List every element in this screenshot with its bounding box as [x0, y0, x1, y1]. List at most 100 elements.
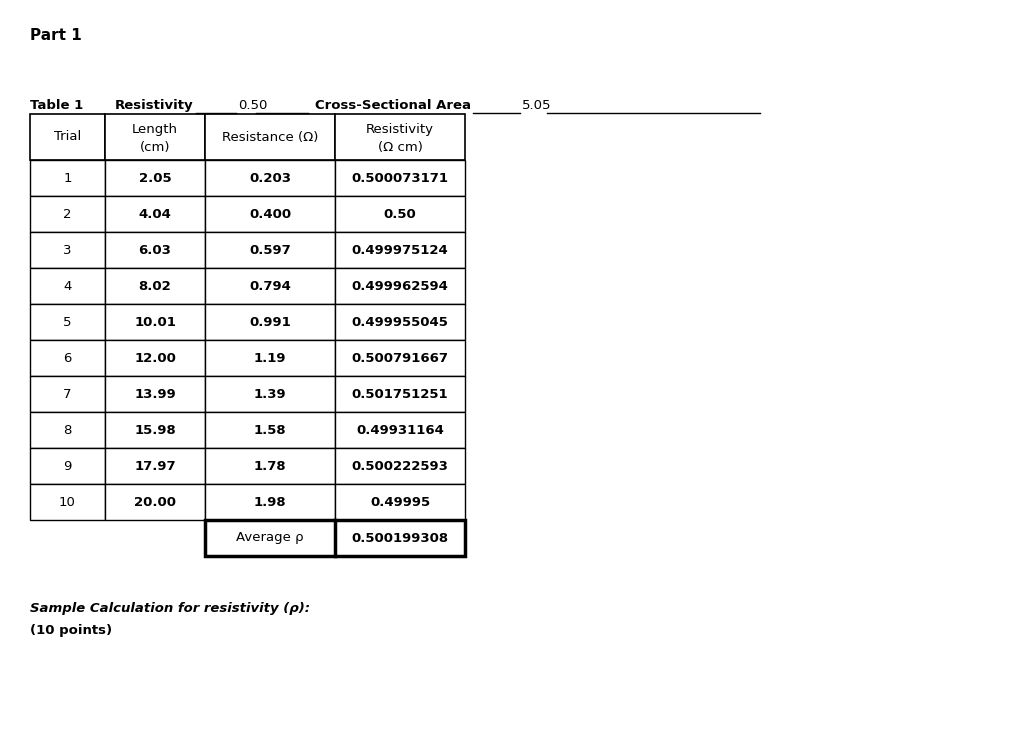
Bar: [335, 340, 465, 376]
Text: 1.78: 1.78: [254, 460, 287, 472]
Bar: [30, 232, 105, 268]
Bar: [335, 232, 465, 268]
Text: Part 1: Part 1: [30, 28, 82, 43]
Text: 0.203: 0.203: [249, 171, 291, 185]
Bar: [30, 160, 105, 196]
Text: 6.03: 6.03: [138, 243, 171, 257]
Bar: [30, 340, 105, 376]
Bar: [335, 412, 465, 448]
Bar: [30, 268, 105, 304]
Bar: [105, 448, 205, 484]
Bar: [105, 196, 205, 232]
Bar: [335, 114, 465, 160]
Bar: [205, 484, 335, 520]
Text: 1.58: 1.58: [254, 424, 287, 436]
Text: 12.00: 12.00: [134, 351, 176, 364]
Text: 4.04: 4.04: [138, 207, 171, 221]
Text: 0.500073171: 0.500073171: [351, 171, 449, 185]
Text: 2.05: 2.05: [138, 171, 171, 185]
Text: Table 1: Table 1: [30, 99, 83, 112]
Text: Length: Length: [132, 122, 178, 135]
Bar: [205, 232, 335, 268]
Text: Cross-Sectional Area: Cross-Sectional Area: [315, 99, 471, 112]
Bar: [30, 114, 105, 160]
Bar: [105, 340, 205, 376]
Text: 0.499955045: 0.499955045: [351, 315, 449, 328]
Text: 8.02: 8.02: [138, 279, 171, 292]
Text: 0.794: 0.794: [249, 279, 291, 292]
Text: 8: 8: [63, 424, 72, 436]
Bar: [205, 268, 335, 304]
Text: 0.499962594: 0.499962594: [351, 279, 449, 292]
Text: 13.99: 13.99: [134, 388, 176, 400]
Text: 10: 10: [59, 496, 76, 508]
Text: 3: 3: [63, 243, 72, 257]
Text: 7: 7: [63, 388, 72, 400]
Text: 0.500199308: 0.500199308: [351, 532, 449, 544]
Bar: [105, 484, 205, 520]
Text: 1: 1: [63, 171, 72, 185]
Text: 0.400: 0.400: [249, 207, 291, 221]
Bar: [105, 114, 205, 160]
Text: Trial: Trial: [54, 131, 81, 143]
Bar: [105, 376, 205, 412]
Text: (Ω cm): (Ω cm): [378, 140, 423, 153]
Bar: [105, 304, 205, 340]
Bar: [30, 484, 105, 520]
Bar: [30, 304, 105, 340]
Text: Average ρ: Average ρ: [237, 532, 304, 544]
Text: 15.98: 15.98: [134, 424, 176, 436]
Bar: [205, 304, 335, 340]
Text: 0.50: 0.50: [238, 99, 267, 112]
Bar: [205, 114, 335, 160]
Bar: [105, 268, 205, 304]
Text: 5: 5: [63, 315, 72, 328]
Bar: [105, 232, 205, 268]
Bar: [105, 160, 205, 196]
Text: 4: 4: [63, 279, 72, 292]
Text: (10 points): (10 points): [30, 624, 112, 637]
Text: 0.500222593: 0.500222593: [351, 460, 449, 472]
Text: 2: 2: [63, 207, 72, 221]
Bar: [335, 268, 465, 304]
Bar: [335, 484, 465, 520]
Text: 1.19: 1.19: [254, 351, 287, 364]
Bar: [335, 376, 465, 412]
Bar: [205, 196, 335, 232]
Bar: [205, 160, 335, 196]
Bar: [205, 412, 335, 448]
Bar: [30, 448, 105, 484]
Text: 9: 9: [63, 460, 72, 472]
Text: 0.501751251: 0.501751251: [351, 388, 449, 400]
Bar: [205, 448, 335, 484]
Text: 0.50: 0.50: [384, 207, 417, 221]
Text: 20.00: 20.00: [134, 496, 176, 508]
Text: 1.98: 1.98: [254, 496, 287, 508]
Text: 17.97: 17.97: [134, 460, 176, 472]
Text: 0.49995: 0.49995: [370, 496, 430, 508]
Text: Resistivity: Resistivity: [115, 99, 194, 112]
Text: Sample Calculation for resistivity (ρ):: Sample Calculation for resistivity (ρ):: [30, 602, 310, 615]
Bar: [30, 196, 105, 232]
Text: 1.39: 1.39: [254, 388, 287, 400]
Bar: [335, 160, 465, 196]
Bar: [335, 448, 465, 484]
Bar: [335, 304, 465, 340]
Bar: [30, 412, 105, 448]
Bar: [205, 376, 335, 412]
Bar: [30, 376, 105, 412]
Bar: [335, 196, 465, 232]
Text: 0.991: 0.991: [249, 315, 291, 328]
Text: (cm): (cm): [139, 140, 170, 153]
Bar: [105, 412, 205, 448]
Text: 0.597: 0.597: [249, 243, 291, 257]
Text: 5.05: 5.05: [522, 99, 552, 112]
Text: Resistivity: Resistivity: [366, 122, 434, 135]
Text: 0.499975124: 0.499975124: [351, 243, 449, 257]
Bar: [205, 340, 335, 376]
Text: Resistance (Ω): Resistance (Ω): [222, 131, 318, 143]
Bar: [205, 520, 465, 556]
Text: 6: 6: [63, 351, 72, 364]
Text: 0.500791667: 0.500791667: [351, 351, 449, 364]
Text: 0.49931164: 0.49931164: [356, 424, 444, 436]
